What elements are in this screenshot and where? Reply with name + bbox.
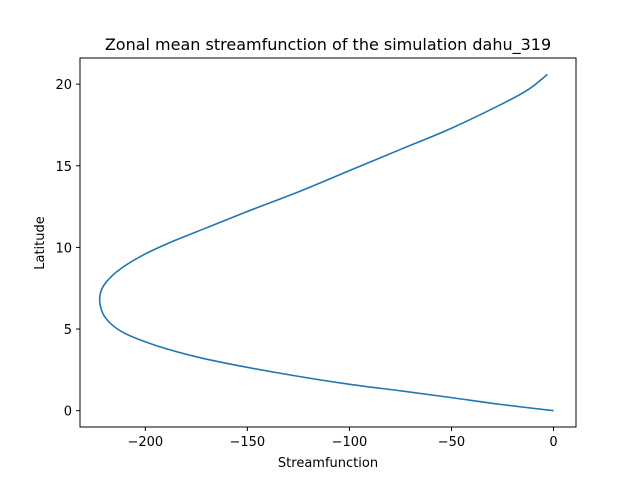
y-tick-label: 10 [55,241,72,256]
x-axis-label: Streamfunction [278,456,378,471]
y-axis-ticks: 0 5 10 15 20 [55,78,80,420]
series-line [98,73,554,412]
x-tick-label: 0 [549,435,557,450]
plot-area [80,58,576,427]
series-layer [98,73,554,412]
x-tick-label: −200 [127,435,163,450]
x-tick-label: −150 [230,435,266,450]
x-tick-label: −50 [438,435,465,450]
chart-title: Zonal mean streamfunction of the simulat… [105,35,551,55]
y-tick-label: 0 [64,405,72,420]
axes-frame [79,57,577,428]
y-tick-label: 15 [55,160,72,175]
x-tick-label: −100 [332,435,368,450]
x-axis-ticks: −200 −150 −100 −50 0 [127,427,558,450]
y-axis-label: Latitude [33,216,48,270]
y-tick-label: 5 [64,323,72,338]
y-tick-label: 20 [55,78,72,93]
